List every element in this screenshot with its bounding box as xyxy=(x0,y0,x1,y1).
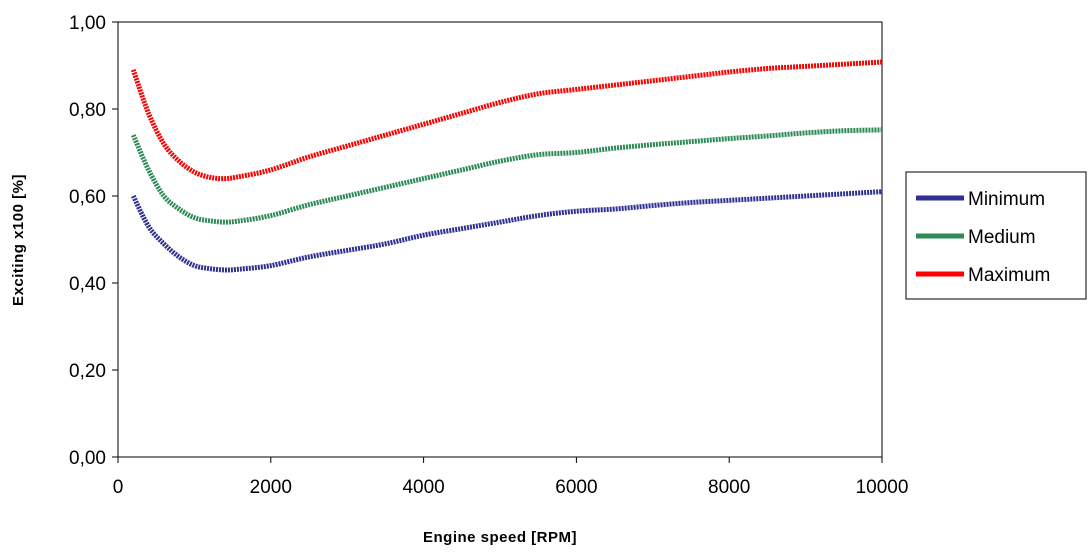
x-tick-label: 2000 xyxy=(250,477,292,498)
series-line-maximum xyxy=(130,59,883,182)
y-axis-ticks: 0,00 0,20 0,40 0,60 0,80 1,00 xyxy=(69,13,118,469)
y-tick-label: 1,00 xyxy=(69,13,106,34)
legend-label-maximum: Maximum xyxy=(968,265,1050,286)
x-tick-label: 0 xyxy=(113,477,124,498)
y-tick-label: 0,60 xyxy=(69,187,106,208)
x-tick-label: 10000 xyxy=(856,477,909,498)
y-axis-title: Exciting x100 [%] xyxy=(10,174,27,306)
y-tick-label: 0,80 xyxy=(69,100,106,121)
legend-label-minimum: Minimum xyxy=(968,189,1045,210)
legend-label-medium: Medium xyxy=(968,227,1036,248)
plot-area xyxy=(117,21,883,458)
x-axis-ticks: 0 2000 4000 6000 8000 10000 xyxy=(113,457,909,498)
y-tick-label: 0,00 xyxy=(69,448,106,469)
x-tick-label: 8000 xyxy=(708,477,750,498)
series-line-minimum xyxy=(131,189,883,273)
x-axis-title: Engine speed [RPM] xyxy=(423,529,577,546)
y-tick-label: 0,20 xyxy=(69,361,106,382)
series-lines xyxy=(130,59,883,273)
y-tick-label: 0,40 xyxy=(69,274,106,295)
legend: Minimum Medium Maximum xyxy=(905,171,1087,300)
x-tick-label: 4000 xyxy=(402,477,444,498)
x-tick-label: 6000 xyxy=(555,477,597,498)
series-line-medium xyxy=(130,127,883,225)
